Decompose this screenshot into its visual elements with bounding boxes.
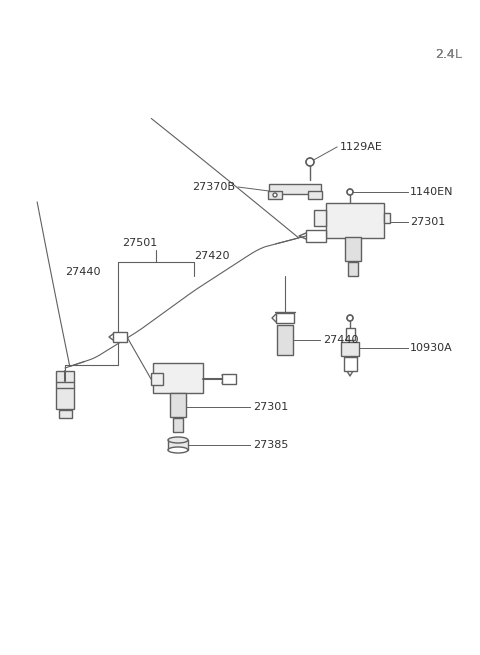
- Text: 2.4L: 2.4L: [435, 48, 462, 61]
- Bar: [173, 418, 183, 432]
- Bar: [276, 313, 294, 323]
- Bar: [344, 357, 357, 371]
- Bar: [314, 210, 326, 226]
- Bar: [170, 393, 186, 417]
- Ellipse shape: [273, 193, 277, 197]
- Bar: [222, 374, 236, 384]
- Bar: [308, 191, 322, 199]
- Bar: [268, 191, 282, 199]
- Text: 1140EN: 1140EN: [410, 187, 454, 197]
- Text: 27420: 27420: [194, 251, 229, 261]
- Text: 2.4L: 2.4L: [435, 48, 462, 61]
- Ellipse shape: [347, 315, 353, 321]
- Bar: [384, 213, 390, 223]
- Bar: [306, 230, 326, 242]
- Text: 27440: 27440: [65, 267, 100, 277]
- Bar: [151, 373, 163, 385]
- Bar: [345, 237, 361, 261]
- Ellipse shape: [168, 437, 188, 443]
- Bar: [269, 184, 321, 194]
- Text: 27385: 27385: [253, 440, 288, 450]
- Bar: [113, 332, 127, 342]
- Text: 27440: 27440: [323, 335, 359, 345]
- Ellipse shape: [347, 189, 353, 195]
- Bar: [59, 410, 72, 418]
- Bar: [277, 325, 293, 355]
- Bar: [348, 262, 358, 276]
- Ellipse shape: [168, 447, 188, 453]
- Text: 27301: 27301: [410, 217, 445, 227]
- Text: 10930A: 10930A: [410, 343, 453, 353]
- Text: 27501: 27501: [122, 238, 157, 248]
- Bar: [168, 440, 188, 450]
- Bar: [341, 342, 359, 356]
- Bar: [56, 371, 74, 409]
- Bar: [326, 202, 384, 238]
- Text: 27301: 27301: [253, 402, 288, 412]
- Ellipse shape: [306, 158, 314, 166]
- Text: 27370B: 27370B: [192, 182, 235, 192]
- Bar: [346, 328, 355, 340]
- Bar: [153, 363, 203, 393]
- Text: 1129AE: 1129AE: [340, 142, 383, 152]
